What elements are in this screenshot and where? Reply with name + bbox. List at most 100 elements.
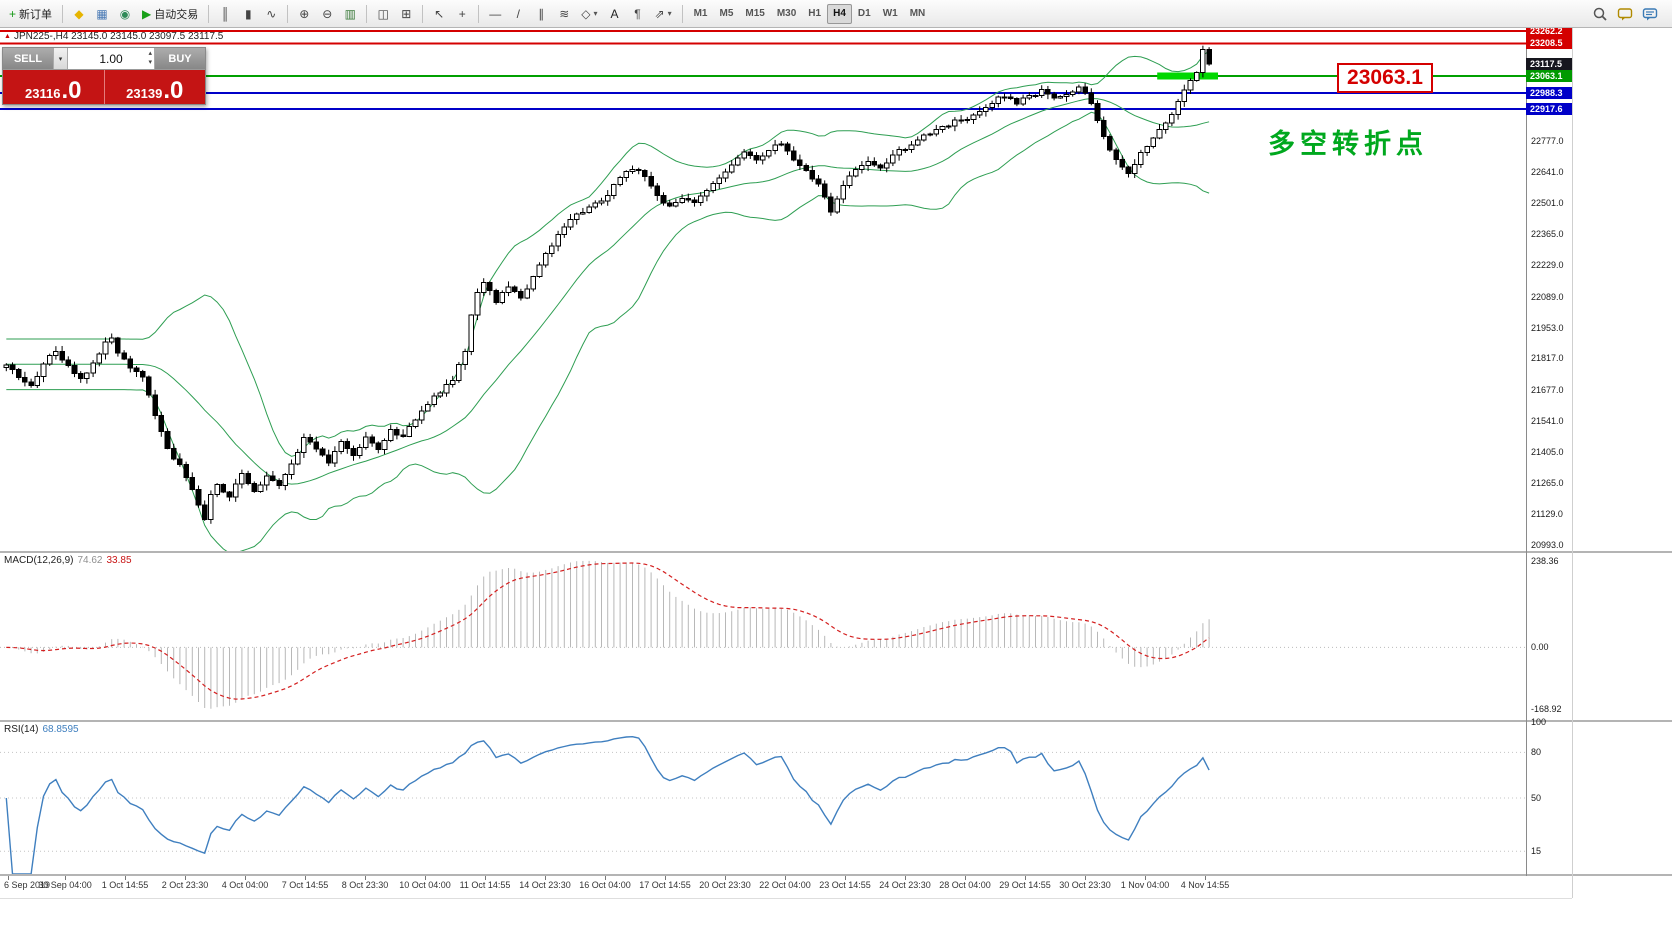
chart-ohlc-header: ▲ JPN225-,H4 23145.0 23145.0 23097.5 231… [4,31,223,42]
cursor-button[interactable]: ↖ [428,3,450,25]
lot-spinner[interactable]: ▴ ▾ [148,49,152,67]
shapes-button[interactable]: ◇ ▾ [576,3,602,25]
time-tick [425,876,426,880]
time-tick [785,876,786,880]
search-icon[interactable] [1590,4,1610,24]
price-tag: 23063.1 [1526,70,1572,83]
price-tag: 22988.3 [1526,87,1572,100]
chart-plot-area[interactable] [0,28,1526,551]
price-tick: 22501.0 [1531,198,1564,209]
arrows-tool-button[interactable]: ⇗ ▾ [650,3,677,25]
line-chart-button[interactable]: ∿ [260,3,282,25]
label-tool-button[interactable]: ¶ [627,3,649,25]
toolbar-separator [366,4,368,23]
time-tick [8,876,9,880]
time-label: 30 Oct 23:30 [1059,880,1111,890]
time-axis[interactable]: 6 Sep 2019 30 Sep 04:00 1 Oct 14:55 2 Oct 2… [0,876,1526,898]
time-label: 1 Nov 04:00 [1120,880,1170,890]
chat-icon[interactable] [1615,4,1635,24]
macd-axis-label: 0.00 [1531,642,1549,653]
time-label: 23 Oct 14:55 [819,880,871,890]
price-axis[interactable]: 22777.0 22641.0 22501.0 22365.0 22229.0 22089… [1526,25,1572,876]
price-tick: 21405.0 [1531,446,1564,457]
lot-increase-icon[interactable]: ▴ [148,50,152,57]
toolbar-separator [208,4,210,23]
line-chart-icon: ∿ [266,6,277,21]
time-tick [1145,876,1146,880]
chart-ohlc-text: JPN225-,H4 23145.0 23145.0 23097.5 23117… [13,31,224,42]
candlestick-chart-icon: ▮ [244,6,252,21]
equidistant-channel-icon: ∥ [538,6,545,21]
label-tool-icon: ¶ [634,6,641,21]
tile-windows-button[interactable]: ◫ [372,3,394,25]
autotrading-button[interactable]: ▶ 自动交易 [137,3,203,25]
zoom-out-icon: ⊖ [322,6,333,21]
cascade-windows-button[interactable]: ⊞ [395,3,417,25]
price-tick: 21953.0 [1531,322,1564,333]
community-icon[interactable] [1640,4,1660,24]
strategy-tester-button[interactable]: ◉ [114,3,136,25]
price-tag: 23262.2 [1526,25,1572,38]
bar-chart-button[interactable]: ║ [214,3,236,25]
price-tick: 22777.0 [1531,135,1564,146]
auto-scroll-icon: ▥ [344,6,356,21]
sell-price-fraction: .0 [61,77,82,104]
metaeditor-button[interactable]: ◆ [68,3,90,25]
charts-button[interactable]: ▦ [91,3,113,25]
new-order-button-label: 新订单 [19,8,53,21]
fibonacci-button[interactable]: ≋ [553,3,575,25]
time-tick [665,876,666,880]
timeframe-h1-button[interactable]: H1 [808,8,822,19]
strategy-tester-icon: ◉ [119,6,131,21]
text-tool-button[interactable]: A [604,3,626,25]
one-click-trading-panel: SELL ▾ 1.00 ▴ ▾ BUY 23116.0 23139.0 [2,47,206,105]
lot-decrease-icon[interactable]: ▾ [148,59,152,66]
horizontal-line-button[interactable]: — [484,3,506,25]
timeframe-m1-button[interactable]: M1 [693,8,708,19]
price-tick: 22089.0 [1531,291,1564,302]
autotrading-button-label: 自动交易 [154,8,199,21]
price-tick: 22365.0 [1531,229,1564,240]
equidistant-channel-button[interactable]: ∥ [530,3,552,25]
trendline-button[interactable]: / [507,3,529,25]
lot-size-field[interactable]: 1.00 ▴ ▾ [68,48,155,69]
timeframe-d1-button[interactable]: D1 [857,8,871,19]
rsi-indicator-label: RSI(14) 68.8595 [4,724,79,735]
auto-scroll-button[interactable]: ▥ [339,3,361,25]
shapes-icon: ◇ [581,6,591,21]
macd-indicator-label: MACD(12,26,9) 74.62 33.85 [4,555,132,566]
time-tick [845,876,846,880]
caret-down-icon: ▾ [593,9,598,18]
order-type-dropdown-button[interactable]: ▾ [53,48,68,69]
sell-price[interactable]: 23116.0 [3,70,104,104]
timeframe-h4-button[interactable]: H4 [827,3,852,24]
price-tick: 21817.0 [1531,353,1564,364]
new-order-button[interactable]: + 新订单 [4,3,57,25]
buy-button[interactable]: BUY [155,48,205,69]
candlestick-chart-button[interactable]: ▮ [237,3,259,25]
price-tick: 22229.0 [1531,260,1564,271]
new-order-icon: + [9,6,17,21]
time-label: 30 Sep 04:00 [38,880,92,890]
timeframe-m30-button[interactable]: M30 [776,8,797,19]
time-tick [365,876,366,880]
sell-button[interactable]: SELL [3,48,53,69]
zoom-out-button[interactable]: ⊖ [316,3,338,25]
rsi-axis-label: 80 [1531,747,1542,758]
time-label: 24 Oct 23:30 [879,880,931,890]
time-label: 6 Sep 2019 [4,880,51,890]
price-tag: 22917.6 [1526,103,1572,116]
timeframe-mn-button[interactable]: MN [909,8,926,19]
tile-windows-icon: ◫ [377,6,389,21]
toolbar-separator [478,4,480,23]
timeframe-w1-button[interactable]: W1 [882,8,898,19]
zoom-in-button[interactable]: ⊕ [293,3,315,25]
timeframe-m15-button[interactable]: M15 [745,8,765,19]
price-tick: 22641.0 [1531,166,1564,177]
bar-chart-icon: ║ [220,6,230,21]
time-tick [965,876,966,880]
rsi-axis-label: 15 [1531,846,1542,857]
buy-price[interactable]: 23139.0 [103,70,206,104]
timeframe-m5-button[interactable]: M5 [719,8,734,19]
crosshair-button[interactable]: + [451,3,473,25]
